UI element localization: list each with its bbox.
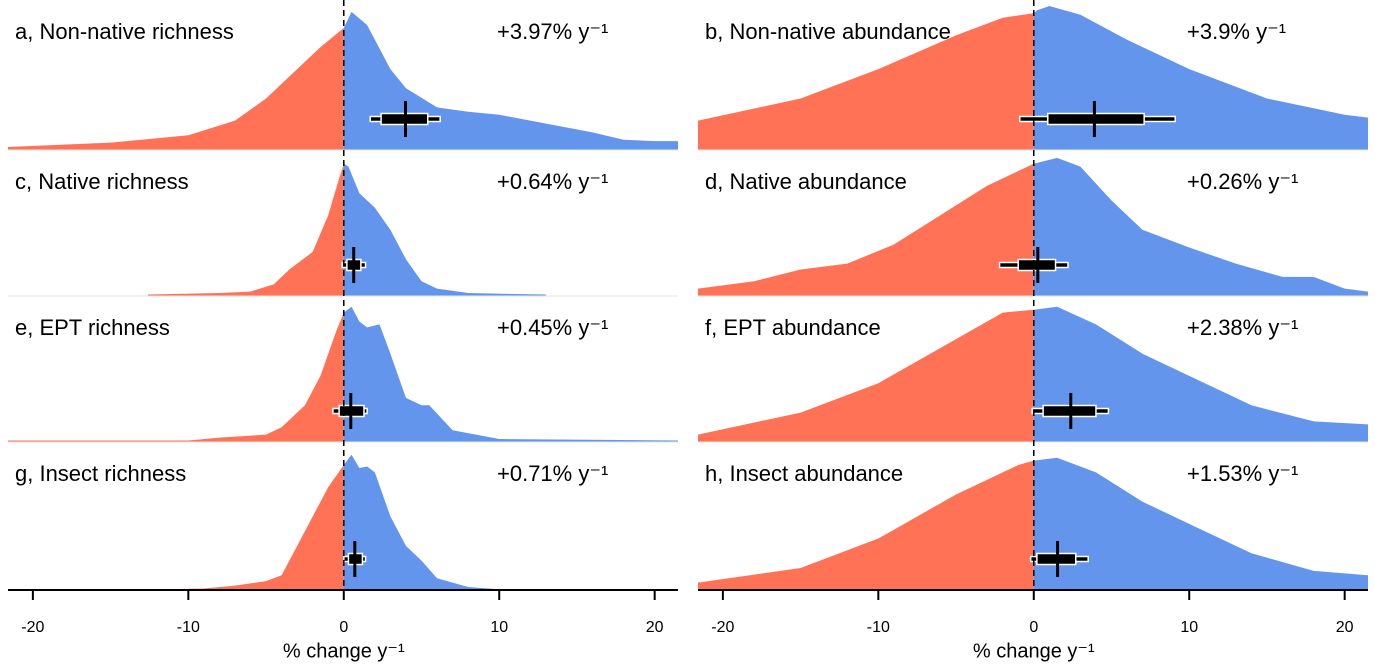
x-tick-label: 0 — [339, 619, 348, 636]
density-pos — [343, 454, 678, 590]
rate-annotation: +3.9% y⁻¹ — [1187, 19, 1286, 44]
density-neg — [698, 460, 1034, 590]
x-tick-label: 20 — [646, 619, 664, 636]
panel-title: h, Insect abundance — [705, 461, 903, 486]
x-tick-label: 10 — [1180, 619, 1198, 636]
x-axis-label: % change y⁻¹ — [973, 640, 1095, 662]
x-tick-label: -20 — [21, 619, 44, 636]
density-neg — [698, 309, 1034, 442]
rate-annotation: +0.71% y⁻¹ — [497, 461, 608, 486]
x-tick-label: -10 — [177, 619, 200, 636]
rate-annotation: +0.45% y⁻¹ — [497, 315, 608, 340]
density-neg — [8, 27, 344, 151]
density-neg — [698, 163, 1034, 296]
panel-title: d, Native abundance — [705, 169, 907, 194]
x-tick-label: 10 — [490, 619, 508, 636]
density-pos — [343, 306, 678, 442]
x-tick-label: 0 — [1029, 619, 1038, 636]
x-axis-label: % change y⁻¹ — [283, 640, 405, 662]
panel-title: c, Native richness — [15, 169, 189, 194]
panel-title: g, Insect richness — [15, 461, 186, 486]
density-neg — [8, 312, 344, 442]
panel-title: f, EPT abundance — [705, 315, 881, 340]
density-neg — [147, 163, 344, 296]
panel-title: a, Non-native richness — [15, 19, 234, 44]
density-pos — [1033, 306, 1368, 442]
rate-annotation: +3.97% y⁻¹ — [497, 19, 608, 44]
x-tick-label: 20 — [1336, 619, 1354, 636]
rate-annotation: +0.64% y⁻¹ — [497, 169, 608, 194]
density-pos — [1033, 457, 1368, 590]
rate-annotation: +2.38% y⁻¹ — [1187, 315, 1298, 340]
density-pos — [343, 163, 546, 296]
x-tick-label: -10 — [867, 619, 890, 636]
panel-title: e, EPT richness — [15, 315, 170, 340]
rate-annotation: +1.53% y⁻¹ — [1187, 461, 1298, 486]
ci-inner — [1047, 112, 1145, 126]
density-neg — [698, 13, 1034, 151]
density-neg — [8, 465, 344, 590]
density-pos — [1033, 157, 1368, 296]
rate-annotation: +0.26% y⁻¹ — [1187, 169, 1298, 194]
x-tick-label: -20 — [711, 619, 734, 636]
panel-title: b, Non-native abundance — [705, 19, 951, 44]
